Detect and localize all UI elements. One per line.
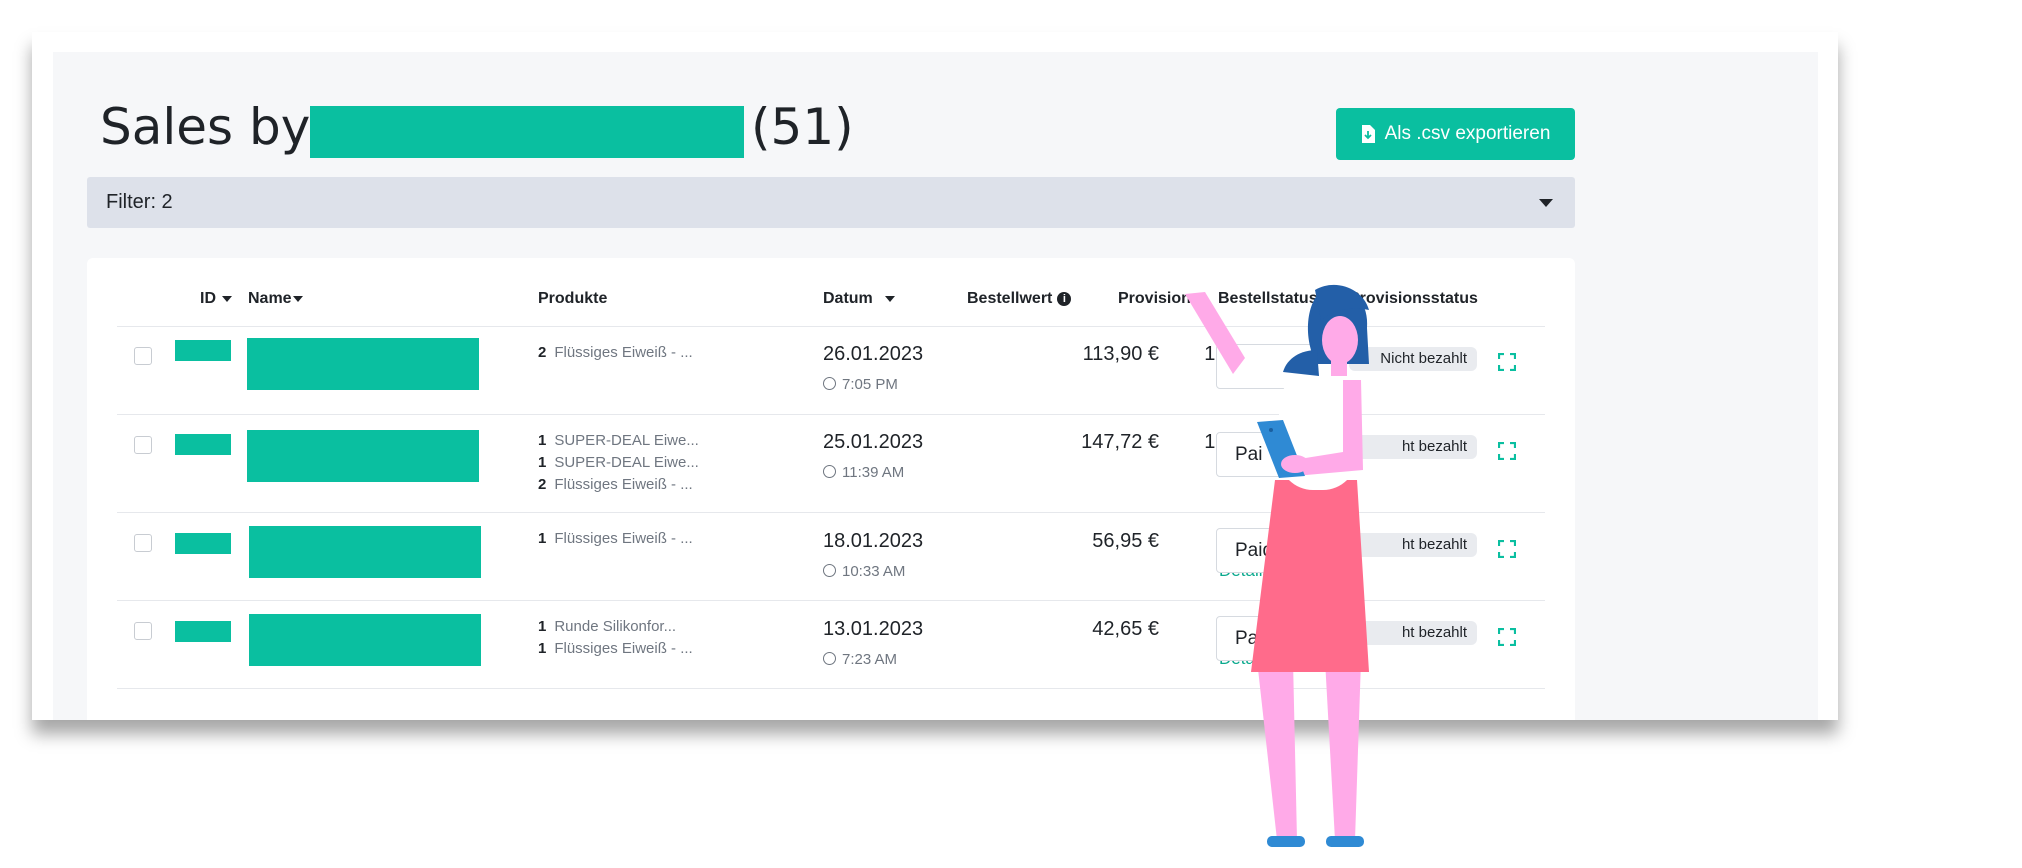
header-divider <box>117 326 1545 327</box>
row-divider <box>117 688 1545 689</box>
product-line: 2 Flüssiges Eiweiß - ... <box>538 344 693 361</box>
order-value: 42,65 € <box>1092 618 1159 640</box>
expand-icon[interactable] <box>1498 353 1516 371</box>
filter-bar[interactable]: Filter: 2 <box>87 177 1575 228</box>
row-checkbox[interactable] <box>134 347 152 365</box>
redacted-id <box>175 621 231 642</box>
expand-icon[interactable] <box>1498 628 1516 646</box>
sort-caret-icon <box>292 295 303 302</box>
sales-panel: Sales by (51) Als .csv exportieren Filte… <box>53 52 1818 720</box>
clock-icon <box>823 652 836 665</box>
order-date: 25.01.2023 <box>823 431 924 453</box>
column-header-commission-status: Provisionsstatus <box>1349 290 1478 307</box>
product-line: 1 Runde Silikonfor... <box>538 618 677 635</box>
row-checkbox[interactable] <box>134 622 152 640</box>
column-header-order-status: Bestellstatus <box>1218 290 1318 307</box>
order-value: 113,90 € <box>1082 343 1159 365</box>
redacted-id <box>175 340 231 361</box>
row-checkbox[interactable] <box>134 436 152 454</box>
column-header-id[interactable]: ID <box>200 290 232 308</box>
export-csv-label: Als .csv exportieren <box>1384 123 1551 144</box>
product-line: 1 SUPER-DEAL Eiwe... <box>538 454 699 471</box>
expand-icon[interactable] <box>1498 442 1516 460</box>
column-header-commission: Provision <box>1118 290 1191 307</box>
redacted-id <box>175 533 231 554</box>
redacted-name <box>247 338 479 390</box>
row-divider <box>117 414 1545 415</box>
page-title: Sales by <box>100 98 311 156</box>
product-line: 1 SUPER-DEAL Eiwe... <box>538 432 699 449</box>
screenshot-frame: Sales by (51) Als .csv exportieren Filte… <box>32 32 1838 720</box>
commission-status-badge: Nicht bezahlt <box>1349 347 1477 371</box>
sort-caret-icon <box>884 295 895 302</box>
order-time: 7:05 PM <box>823 376 898 393</box>
order-value: 147,72 € <box>1081 431 1159 453</box>
order-date: 26.01.2023 <box>823 343 924 365</box>
row-divider <box>117 512 1545 513</box>
woman-illustration <box>1185 284 1369 847</box>
export-csv-button[interactable]: Als .csv exportieren <box>1336 108 1575 160</box>
product-line: 2 Flüssiges Eiweiß - ... <box>538 476 693 493</box>
expand-icon[interactable] <box>1498 540 1516 558</box>
product-line: 1 Flüssiges Eiweiß - ... <box>538 530 693 547</box>
order-time: 11:39 AM <box>823 464 904 481</box>
order-time: 10:33 AM <box>823 563 905 580</box>
column-header-order-value: Bestellwert i <box>967 290 1072 308</box>
commission-status-badge: ht bezahlt <box>1349 621 1477 645</box>
sort-caret-icon <box>222 295 232 302</box>
clock-icon <box>823 564 836 577</box>
info-icon[interactable]: i <box>1057 291 1072 306</box>
redacted-name <box>249 526 481 578</box>
file-download-icon <box>1361 125 1375 143</box>
clock-icon <box>823 465 836 478</box>
redacted-affiliate-name <box>310 106 744 158</box>
sales-count: (51) <box>751 98 854 156</box>
redacted-id <box>175 434 231 455</box>
column-header-name[interactable]: Name <box>248 290 303 308</box>
column-header-products: Produkte <box>538 290 608 307</box>
filter-label: Filter: 2 <box>106 191 173 213</box>
order-date: 13.01.2023 <box>823 618 924 640</box>
chevron-down-icon <box>1539 199 1553 207</box>
row-checkbox[interactable] <box>134 534 152 552</box>
redacted-name <box>247 430 479 482</box>
product-line: 1 Flüssiges Eiweiß - ... <box>538 640 693 657</box>
column-header-date[interactable]: Datum <box>823 290 895 308</box>
commission-status-badge: ht bezahlt <box>1349 435 1477 459</box>
order-date: 18.01.2023 <box>823 530 924 552</box>
row-divider <box>117 600 1545 601</box>
commission-status-badge: ht bezahlt <box>1349 533 1477 557</box>
clock-icon <box>823 377 836 390</box>
redacted-name <box>249 614 481 666</box>
order-value: 56,95 € <box>1092 530 1159 552</box>
order-time: 7:23 AM <box>823 651 897 668</box>
